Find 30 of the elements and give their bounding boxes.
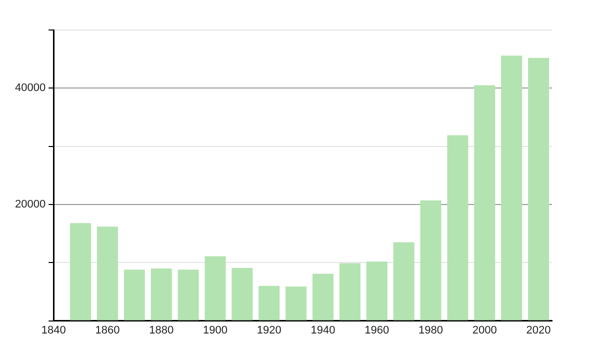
x-tick-label: 1900 <box>202 324 228 336</box>
x-tick-label: 1880 <box>149 324 174 336</box>
bar <box>393 242 414 320</box>
bar <box>528 58 550 320</box>
x-tick-label: 1980 <box>418 324 444 336</box>
bar <box>258 286 280 320</box>
bar <box>96 226 118 320</box>
y-tick-label: 40000 <box>14 82 46 94</box>
bar <box>474 85 496 320</box>
bar <box>447 135 468 320</box>
bar <box>366 261 388 320</box>
bar <box>286 286 307 320</box>
x-tick-label: 1960 <box>364 324 390 336</box>
x-tick-label: 1940 <box>310 324 336 336</box>
x-tick-label: 1920 <box>256 324 282 336</box>
x-tick-label: 2000 <box>472 324 497 336</box>
bar <box>204 256 226 320</box>
bar <box>501 56 522 320</box>
bar <box>178 270 199 320</box>
y-tick-label: 20000 <box>14 198 46 211</box>
bar <box>339 263 360 320</box>
bar <box>124 270 145 320</box>
x-tick-label: 2020 <box>526 324 551 336</box>
bar <box>420 200 442 320</box>
x-tick-label: 1860 <box>95 324 120 336</box>
bar <box>312 274 334 320</box>
bar <box>70 223 92 320</box>
bar <box>232 268 253 320</box>
x-tick-label: 1840 <box>41 324 66 336</box>
bar <box>150 268 172 320</box>
